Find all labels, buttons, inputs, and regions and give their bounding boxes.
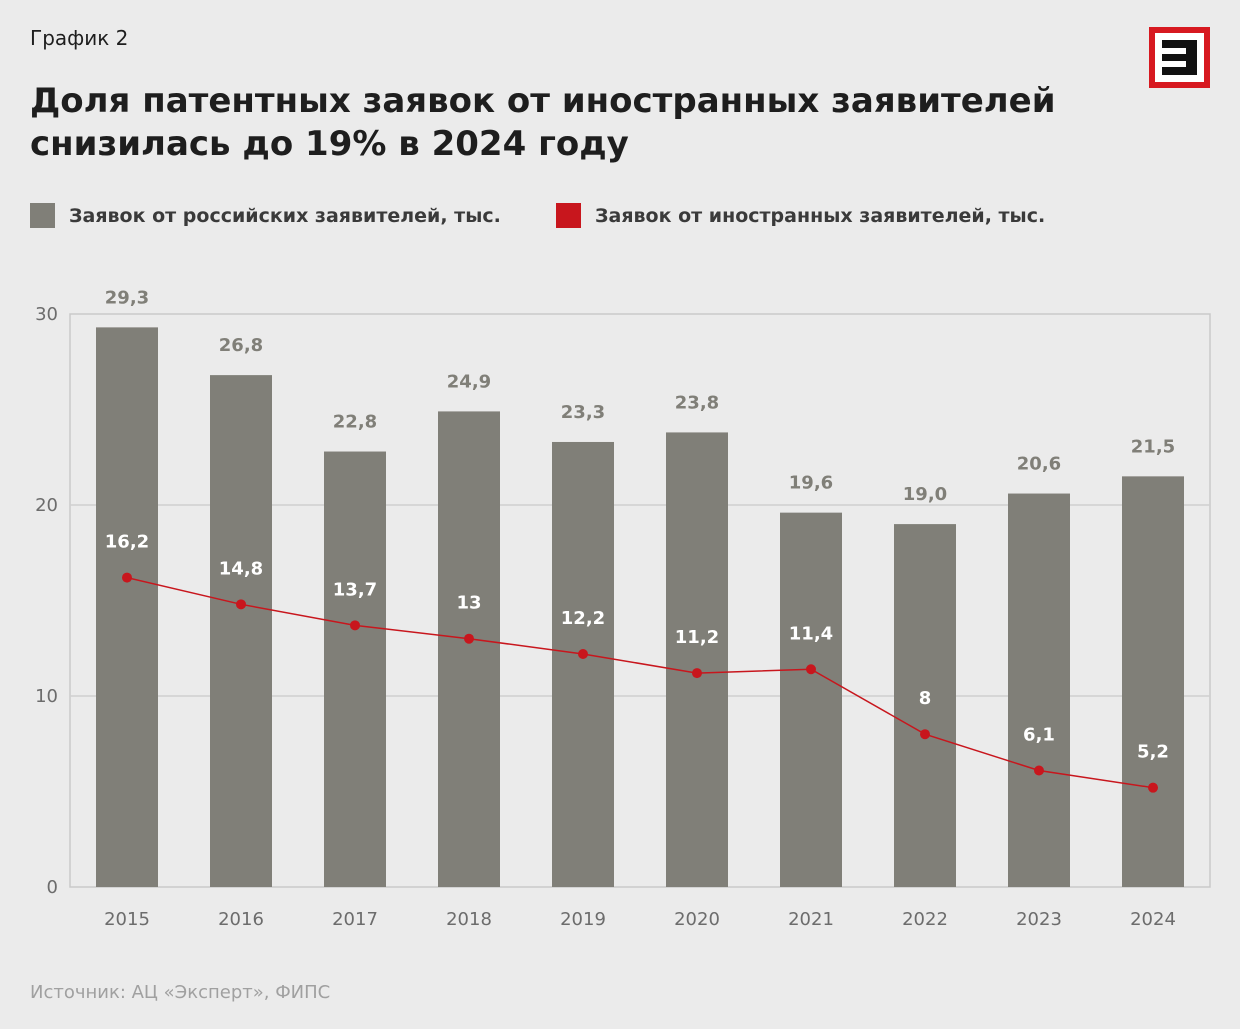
bar-value-label: 19,0: [903, 484, 947, 505]
bar-russian: [96, 327, 158, 887]
bar-russian: [438, 411, 500, 887]
bar-value-label: 24,9: [447, 371, 491, 392]
line-point-foreign: [806, 664, 816, 675]
line-value-label: 5,2: [1137, 742, 1169, 763]
bar-russian: [324, 451, 386, 887]
bar-value-label: 23,3: [561, 402, 605, 423]
line-point-foreign: [236, 599, 246, 610]
bar-value-label: 21,5: [1131, 436, 1175, 457]
bar-value-label: 23,8: [675, 392, 719, 413]
x-tick-label: 2015: [104, 909, 150, 930]
y-tick-label: 30: [35, 304, 58, 325]
line-value-label: 16,2: [105, 532, 149, 553]
x-tick-label: 2018: [446, 909, 492, 930]
bar-value-label: 20,6: [1017, 454, 1061, 475]
legend-item-foreign: Заявок от иностранных заявителей, тыс.: [556, 202, 1045, 230]
line-point-foreign: [920, 729, 930, 740]
line-value-label: 8: [919, 688, 932, 709]
x-tick-label: 2016: [218, 909, 264, 930]
x-tick-label: 2024: [1130, 909, 1176, 930]
chart-kicker: График 2: [30, 26, 129, 50]
line-value-label: 6,1: [1023, 724, 1055, 745]
y-tick-label: 20: [35, 495, 58, 516]
legend-label-russian: Заявок от российских заявителей, тыс.: [69, 205, 501, 227]
bar-russian: [894, 524, 956, 887]
bar-value-label: 22,8: [333, 412, 377, 433]
line-point-foreign: [464, 633, 474, 644]
bar-russian: [1008, 493, 1070, 887]
y-tick-label: 0: [47, 877, 58, 898]
bar-russian: [552, 441, 614, 887]
expert-logo-icon: [1149, 27, 1210, 88]
line-value-label: 13: [456, 593, 481, 614]
bar-russian: [210, 375, 272, 887]
x-tick-label: 2020: [674, 909, 720, 930]
bar-value-label: 26,8: [219, 335, 263, 356]
line-point-foreign: [122, 572, 132, 583]
line-point-foreign: [692, 668, 702, 679]
source-note: Источник: АЦ «Эксперт», ФИПС: [30, 982, 331, 1003]
bar-russian: [666, 432, 728, 887]
plot-frame: [69, 313, 1211, 888]
x-tick-label: 2023: [1016, 909, 1062, 930]
legend-swatch-russian: [30, 202, 55, 228]
line-point-foreign: [1034, 765, 1044, 776]
bar-russian: [1122, 476, 1184, 887]
line-value-label: 13,7: [333, 579, 377, 600]
line-value-label: 12,2: [561, 608, 605, 629]
legend-item-russian: Заявок от российских заявителей, тыс.: [30, 202, 501, 230]
chart-title: Доля патентных заявок от иностранных зая…: [30, 81, 1056, 164]
x-tick-label: 2019: [560, 909, 606, 930]
y-tick-label: 10: [35, 686, 58, 707]
x-tick-label: 2021: [788, 909, 834, 930]
legend-label-foreign: Заявок от иностранных заявителей, тыс.: [595, 205, 1046, 227]
line-foreign: [126, 576, 1154, 789]
line-value-label: 11,2: [675, 627, 719, 648]
line-point-foreign: [578, 648, 588, 659]
line-value-label: 11,4: [789, 623, 833, 644]
line-point-foreign: [350, 620, 360, 631]
line-point-foreign: [1148, 782, 1158, 793]
bar-russian: [780, 512, 842, 887]
bar-value-label: 29,3: [105, 287, 149, 308]
x-tick-label: 2017: [332, 909, 378, 930]
x-tick-label: 2022: [902, 909, 948, 930]
legend-swatch-foreign: [556, 202, 581, 228]
line-value-label: 14,8: [219, 558, 263, 579]
bar-value-label: 19,6: [789, 473, 833, 494]
